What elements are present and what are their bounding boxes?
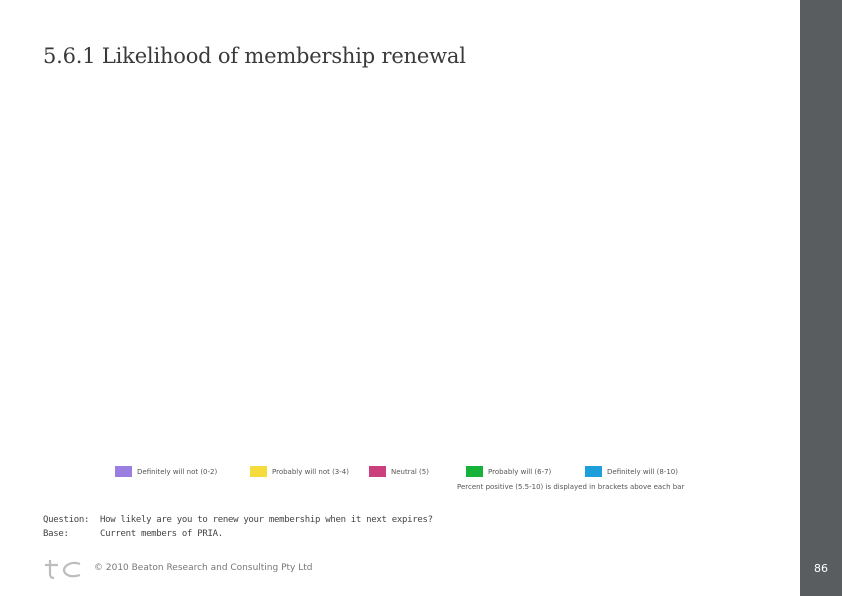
legend-label: Definitely will (8-10) (607, 468, 678, 476)
legend-swatch (115, 466, 132, 477)
chart-plot-area (43, 90, 783, 450)
right-sidebar-band (800, 0, 842, 596)
legend-swatch (466, 466, 483, 477)
base-label: Base: (43, 529, 69, 539)
legend-swatch (585, 466, 602, 477)
legend-label: Probably will (6-7) (488, 468, 552, 476)
legend-swatch (250, 466, 267, 477)
company-logo-icon (45, 560, 81, 580)
legend-label: Neutral (5) (391, 468, 429, 476)
page-title: 5.6.1 Likelihood of membership renewal (43, 44, 466, 68)
legend-note: Percent positive (5.5-10) is displayed i… (457, 483, 685, 491)
legend-swatch (369, 466, 386, 477)
legend-label: Probably will not (3-4) (272, 468, 349, 476)
legend-label: Definitely will not (0-2) (137, 468, 218, 476)
question-text: How likely are you to renew your members… (100, 515, 433, 525)
base-text: Current members of PRIA. (100, 529, 223, 539)
page-number: 86 (814, 562, 828, 575)
copyright-text: © 2010 Beaton Research and Consulting Pt… (94, 563, 313, 573)
question-label: Question: (43, 515, 90, 525)
